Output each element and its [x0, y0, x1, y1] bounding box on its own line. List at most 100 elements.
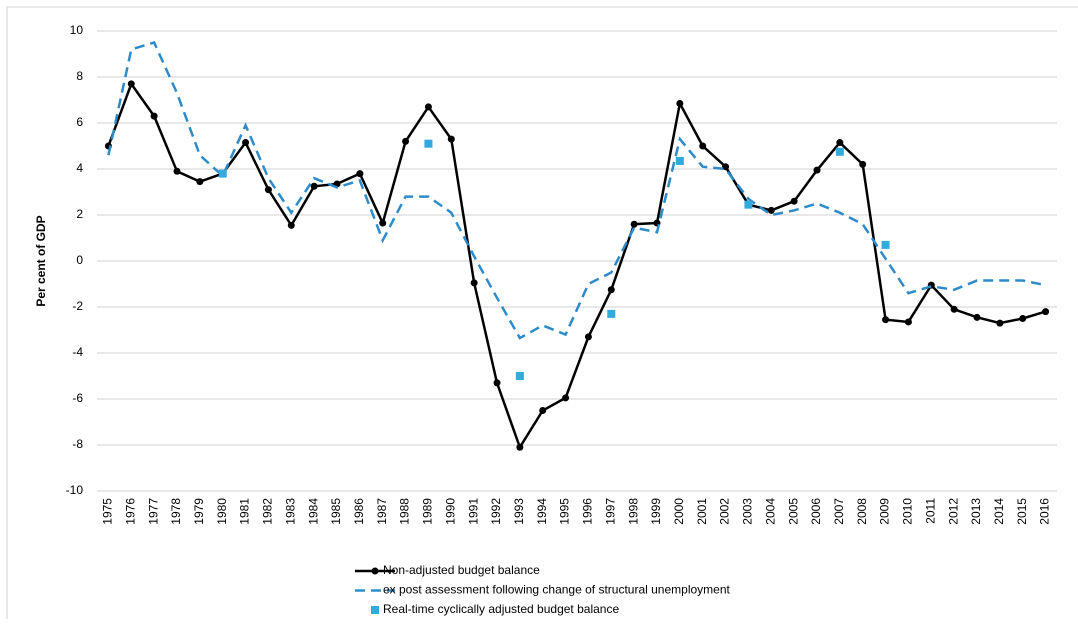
- point: [1019, 315, 1027, 322]
- x-tick-label: 2003: [741, 498, 755, 525]
- frame: [6, 6, 1078, 619]
- x-tick-label: 1984: [306, 498, 320, 525]
- x-tick-label: 2005: [786, 498, 800, 525]
- x-tick-label: 1995: [558, 498, 572, 525]
- point: [767, 206, 775, 214]
- point: [150, 112, 158, 120]
- legend-swatch: [371, 567, 379, 575]
- point: [950, 305, 958, 313]
- point: [470, 279, 478, 287]
- point: [996, 319, 1004, 327]
- x-tick-label: 1989: [421, 498, 435, 525]
- point: [264, 186, 272, 194]
- x-tick-label: 1977: [146, 498, 160, 525]
- y-tick-label: -4: [72, 345, 83, 359]
- x-tick-label: 2006: [809, 498, 823, 525]
- point: [630, 220, 638, 228]
- point: [447, 135, 455, 143]
- y-tick-label: -10: [66, 483, 84, 497]
- x-tick-label: 2014: [992, 498, 1006, 525]
- y-tick-label: 0: [76, 253, 83, 267]
- point: [790, 197, 798, 205]
- y-tick-label: 6: [76, 115, 83, 129]
- x-tick-label: 1997: [603, 498, 617, 525]
- point: [699, 142, 707, 150]
- point: [607, 309, 616, 318]
- y-tick-label: -8: [72, 437, 83, 451]
- point: [859, 160, 867, 168]
- x-tick-label: 2009: [878, 498, 892, 525]
- x-tick-label: 1986: [352, 498, 366, 525]
- legend-swatch: [371, 606, 379, 614]
- x-tick-label: 1983: [283, 498, 297, 525]
- x-tick-label: 2004: [763, 498, 777, 525]
- y-tick-label: 2: [76, 207, 83, 221]
- point: [196, 178, 204, 186]
- x-tick-label: 1998: [626, 498, 640, 525]
- point: [562, 394, 570, 402]
- x-tick-label: 1996: [581, 498, 595, 525]
- point: [584, 333, 592, 341]
- x-tick-label: 2012: [946, 498, 960, 525]
- x-tick-label: 1993: [512, 498, 526, 525]
- point: [675, 156, 684, 165]
- point: [1042, 308, 1050, 316]
- x-tick-label: 1976: [123, 498, 137, 525]
- point: [882, 316, 890, 324]
- point: [516, 443, 524, 451]
- y-axis-label: Per cent of GDP: [34, 215, 48, 306]
- point: [356, 170, 364, 178]
- x-tick-label: 1987: [375, 498, 389, 525]
- point: [218, 169, 227, 178]
- x-tick-label: 2002: [718, 498, 732, 525]
- point: [836, 139, 844, 147]
- series-line: [107, 40, 1046, 340]
- y-tick-label: -6: [72, 391, 83, 405]
- x-tick-label: 2010: [901, 498, 915, 525]
- legend-label: Real-time cyclically adjusted budget bal…: [383, 602, 619, 616]
- point: [676, 99, 684, 107]
- point: [127, 80, 135, 88]
- point: [402, 137, 410, 145]
- y-tick-label: -2: [72, 299, 83, 313]
- x-tick-label: 1999: [649, 498, 663, 525]
- point: [539, 407, 547, 414]
- x-tick-label: 2000: [672, 498, 686, 525]
- legend-label: Non-adjusted budget balance: [383, 563, 540, 577]
- x-tick-label: 1992: [489, 498, 503, 525]
- legend-label: ex post assessment following change of s…: [383, 583, 731, 597]
- y-tick-label: 4: [76, 161, 83, 175]
- point: [515, 372, 524, 380]
- point: [973, 313, 981, 321]
- point: [424, 103, 432, 111]
- x-tick-label: 1991: [466, 498, 480, 525]
- y-tick-label: 10: [70, 23, 84, 37]
- series-line: [107, 81, 1046, 451]
- point: [493, 379, 501, 387]
- x-tick-label: 1988: [398, 498, 412, 525]
- x-tick-label: 1982: [261, 498, 275, 525]
- x-tick-label: 2016: [1038, 498, 1052, 525]
- x-tick-label: 2008: [855, 498, 869, 525]
- x-tick-label: 1978: [169, 498, 183, 525]
- x-tick-label: 1979: [192, 498, 206, 525]
- x-tick-label: 1990: [443, 498, 457, 525]
- x-tick-label: 2011: [923, 498, 937, 524]
- point: [310, 182, 318, 190]
- x-tick-label: 2001: [695, 498, 709, 525]
- point: [379, 219, 387, 227]
- x-tick-label: 1980: [215, 498, 229, 525]
- point: [287, 221, 295, 229]
- point: [173, 167, 181, 175]
- point: [881, 240, 890, 249]
- x-tick-label: 2007: [832, 498, 846, 525]
- x-tick-label: 1985: [329, 498, 343, 525]
- point: [424, 139, 433, 148]
- point: [835, 147, 844, 156]
- point: [744, 200, 753, 209]
- x-tick-label: 2015: [1015, 498, 1029, 525]
- x-tick-label: 2013: [969, 498, 983, 525]
- x-tick-label: 1975: [101, 498, 115, 525]
- point: [813, 166, 821, 174]
